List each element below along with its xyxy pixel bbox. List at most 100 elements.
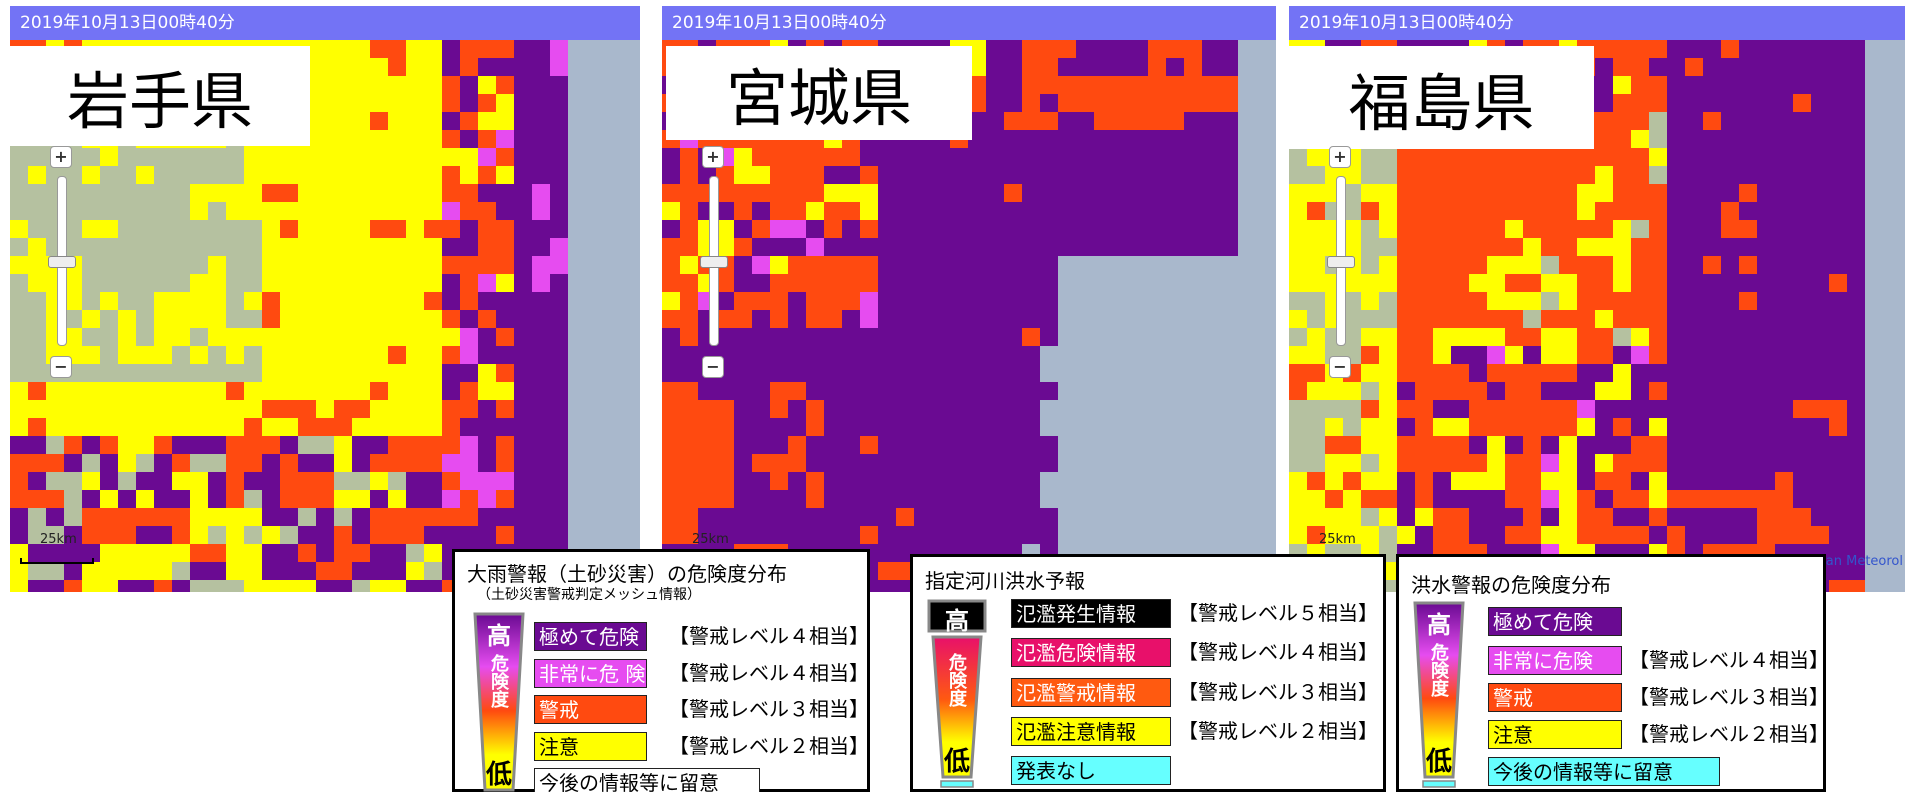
map-cell [896, 400, 915, 419]
map-cell [442, 94, 461, 113]
map-cell [1757, 166, 1776, 185]
map-cell [1451, 382, 1470, 401]
map-cell [1739, 490, 1758, 509]
map-cell [1613, 436, 1632, 455]
legend-item: 警戒 [1488, 683, 1622, 712]
map-cell [1829, 436, 1848, 455]
zoom-in[interactable]: + [50, 146, 72, 168]
map-cell [1523, 508, 1542, 527]
zoom-slider[interactable] [1327, 256, 1355, 268]
map-cell [1793, 94, 1812, 113]
map-cell [514, 472, 533, 491]
legend: 洪水警報の危険度分布高危険度低極めて危険非常に危険【警戒レベル４相当】警戒【警戒… [1396, 554, 1826, 792]
map-cell [1703, 256, 1722, 275]
map-cell [716, 508, 735, 527]
zoom-slider[interactable] [700, 256, 728, 268]
map-cell [770, 454, 789, 473]
map-cell [208, 202, 227, 221]
map-cell [64, 382, 83, 401]
map-cell [1811, 76, 1830, 95]
map-cell [388, 508, 407, 527]
map-cell [1415, 220, 1434, 239]
map-cell [352, 418, 371, 437]
map-cell [82, 526, 101, 545]
map-cell [842, 238, 861, 257]
map-cell [1685, 400, 1704, 419]
map-cell [1076, 58, 1095, 77]
map-cell [1775, 112, 1794, 131]
map-cell [1256, 148, 1275, 167]
map-cell [950, 400, 969, 419]
map-cell [1703, 238, 1722, 257]
map-cell [896, 364, 915, 383]
map-cell [280, 508, 299, 527]
map-cell [100, 310, 119, 329]
map-cell [1469, 292, 1488, 311]
map-cell [1148, 382, 1167, 401]
map-cell [1004, 292, 1023, 311]
map-cell [1256, 58, 1275, 77]
map-cell [82, 346, 101, 365]
map-cell [316, 202, 335, 221]
map-cell [1721, 202, 1740, 221]
map-cell [1883, 490, 1902, 509]
map-cell [1703, 166, 1722, 185]
map-cell [1703, 58, 1722, 77]
map-cell [1220, 256, 1239, 275]
map-cell [262, 400, 281, 419]
map-cell [316, 346, 335, 365]
map-cell [896, 490, 915, 509]
map-cell [1274, 256, 1276, 275]
map-cell [1076, 310, 1095, 329]
map-cell [406, 112, 425, 131]
map-cell [842, 400, 861, 419]
map-cell [1451, 508, 1470, 527]
map-cell [1775, 166, 1794, 185]
map-cell [1649, 346, 1668, 365]
map-cell [46, 472, 65, 491]
zoom-in[interactable]: + [702, 146, 724, 168]
map-cell [1505, 256, 1524, 275]
map-cell [1361, 238, 1380, 257]
map-cell [334, 148, 353, 167]
map-cell [1703, 112, 1722, 131]
map-cell [460, 472, 479, 491]
map-cell [190, 310, 209, 329]
map-cell [860, 382, 879, 401]
map-cell [118, 184, 137, 203]
map-cell [352, 220, 371, 239]
map-cell [986, 112, 1005, 131]
map-cell [806, 436, 825, 455]
map-cell [1451, 418, 1470, 437]
map-cell [10, 382, 29, 401]
map-cell [950, 526, 969, 545]
map-cell [622, 400, 640, 419]
map-cell [1667, 454, 1686, 473]
map-cell [82, 310, 101, 329]
map-cell [442, 526, 461, 545]
map-cell [1220, 94, 1239, 113]
zoom-slider[interactable] [48, 256, 76, 268]
map-cell [770, 526, 789, 545]
map-cell [1433, 310, 1452, 329]
map-cell [1685, 364, 1704, 383]
map-cell [604, 508, 623, 527]
map-cell [1238, 418, 1257, 437]
zoom-out[interactable]: − [1329, 356, 1351, 378]
map-cell [154, 310, 173, 329]
map-cell [622, 220, 640, 239]
map-cell [1307, 256, 1326, 275]
map-cell [1289, 400, 1308, 419]
map-cell [586, 76, 605, 95]
map-cell [370, 328, 389, 347]
zoom-out[interactable]: − [50, 356, 72, 378]
zoom-out[interactable]: − [702, 356, 724, 378]
map-cell [370, 472, 389, 491]
map-cell [388, 490, 407, 509]
map-cell [478, 202, 497, 221]
map-cell [1829, 256, 1848, 275]
zoom-in[interactable]: + [1329, 146, 1351, 168]
map-cell [1112, 58, 1131, 77]
map-cell [424, 454, 443, 473]
map-cell [550, 76, 569, 95]
